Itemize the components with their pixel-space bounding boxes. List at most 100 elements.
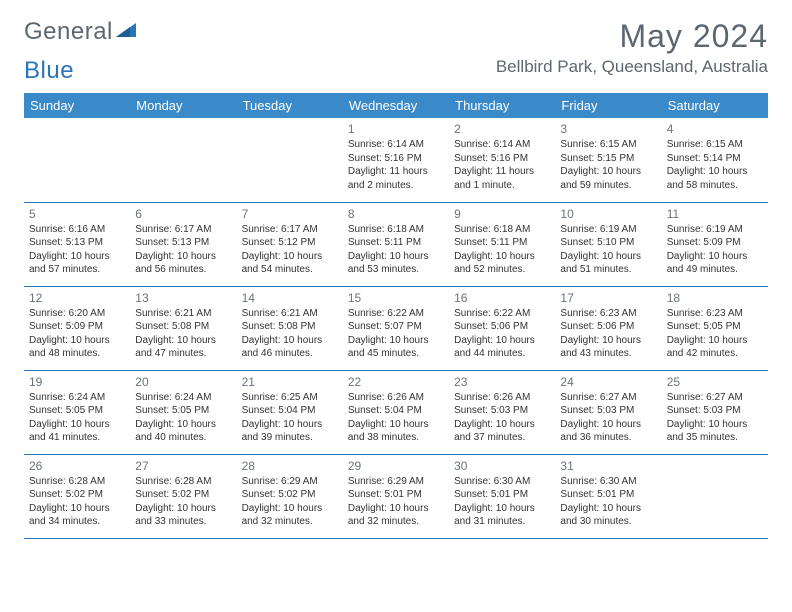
sunrise-line: Sunrise: 6:14 AM — [454, 138, 550, 152]
daylight-line: Daylight: 10 hours and 49 minutes. — [667, 250, 763, 277]
sunrise-line: Sunrise: 6:19 AM — [667, 223, 763, 237]
sunrise-line: Sunrise: 6:24 AM — [29, 391, 125, 405]
daylight-line: Daylight: 10 hours and 56 minutes. — [135, 250, 231, 277]
sunrise-line: Sunrise: 6:23 AM — [560, 307, 656, 321]
sunset-line: Sunset: 5:03 PM — [667, 404, 763, 418]
sunrise-line: Sunrise: 6:29 AM — [242, 475, 338, 489]
calendar-day-cell: 15Sunrise: 6:22 AMSunset: 5:07 PMDayligh… — [343, 286, 449, 370]
calendar-day-cell: 19Sunrise: 6:24 AMSunset: 5:05 PMDayligh… — [24, 370, 130, 454]
calendar-head: SundayMondayTuesdayWednesdayThursdayFrid… — [24, 93, 768, 118]
sunset-line: Sunset: 5:03 PM — [560, 404, 656, 418]
calendar-day-cell: 2Sunrise: 6:14 AMSunset: 5:16 PMDaylight… — [449, 118, 555, 202]
daylight-line: Daylight: 11 hours and 2 minutes. — [348, 165, 444, 192]
daylight-line: Daylight: 10 hours and 38 minutes. — [348, 418, 444, 445]
day-number: 9 — [454, 206, 550, 222]
day-number: 1 — [348, 121, 444, 137]
day-number: 13 — [135, 290, 231, 306]
calendar-day-cell: 21Sunrise: 6:25 AMSunset: 5:04 PMDayligh… — [237, 370, 343, 454]
daylight-line: Daylight: 10 hours and 41 minutes. — [29, 418, 125, 445]
day-number: 2 — [454, 121, 550, 137]
calendar-day-cell: 7Sunrise: 6:17 AMSunset: 5:12 PMDaylight… — [237, 202, 343, 286]
sunrise-line: Sunrise: 6:21 AM — [135, 307, 231, 321]
sunset-line: Sunset: 5:09 PM — [29, 320, 125, 334]
day-number: 28 — [242, 458, 338, 474]
weekday-row: SundayMondayTuesdayWednesdayThursdayFrid… — [24, 93, 768, 118]
calendar-day-cell: 17Sunrise: 6:23 AMSunset: 5:06 PMDayligh… — [555, 286, 661, 370]
sunrise-line: Sunrise: 6:26 AM — [454, 391, 550, 405]
calendar-day-cell: 3Sunrise: 6:15 AMSunset: 5:15 PMDaylight… — [555, 118, 661, 202]
sunset-line: Sunset: 5:01 PM — [560, 488, 656, 502]
day-number: 23 — [454, 374, 550, 390]
calendar-week-row: 26Sunrise: 6:28 AMSunset: 5:02 PMDayligh… — [24, 454, 768, 538]
daylight-line: Daylight: 10 hours and 31 minutes. — [454, 502, 550, 529]
brand-part2: Blue — [24, 57, 74, 85]
daylight-line: Daylight: 10 hours and 47 minutes. — [135, 334, 231, 361]
day-number: 10 — [560, 206, 656, 222]
sunset-line: Sunset: 5:09 PM — [667, 236, 763, 250]
daylight-line: Daylight: 10 hours and 52 minutes. — [454, 250, 550, 277]
sunrise-line: Sunrise: 6:22 AM — [454, 307, 550, 321]
calendar-day-cell: 24Sunrise: 6:27 AMSunset: 5:03 PMDayligh… — [555, 370, 661, 454]
daylight-line: Daylight: 10 hours and 32 minutes. — [242, 502, 338, 529]
sunrise-line: Sunrise: 6:18 AM — [348, 223, 444, 237]
sunset-line: Sunset: 5:03 PM — [454, 404, 550, 418]
sunset-line: Sunset: 5:01 PM — [348, 488, 444, 502]
calendar-day-cell — [24, 118, 130, 202]
calendar-day-cell: 26Sunrise: 6:28 AMSunset: 5:02 PMDayligh… — [24, 454, 130, 538]
sunrise-line: Sunrise: 6:15 AM — [667, 138, 763, 152]
sunset-line: Sunset: 5:08 PM — [135, 320, 231, 334]
day-number: 8 — [348, 206, 444, 222]
sunset-line: Sunset: 5:16 PM — [454, 152, 550, 166]
weekday-header: Tuesday — [237, 93, 343, 118]
daylight-line: Daylight: 10 hours and 40 minutes. — [135, 418, 231, 445]
calendar-day-cell: 22Sunrise: 6:26 AMSunset: 5:04 PMDayligh… — [343, 370, 449, 454]
calendar-week-row: 5Sunrise: 6:16 AMSunset: 5:13 PMDaylight… — [24, 202, 768, 286]
day-number: 5 — [29, 206, 125, 222]
sunrise-line: Sunrise: 6:16 AM — [29, 223, 125, 237]
day-number: 4 — [667, 121, 763, 137]
day-number: 25 — [667, 374, 763, 390]
daylight-line: Daylight: 10 hours and 34 minutes. — [29, 502, 125, 529]
sunset-line: Sunset: 5:12 PM — [242, 236, 338, 250]
sunrise-line: Sunrise: 6:28 AM — [135, 475, 231, 489]
day-number: 11 — [667, 206, 763, 222]
calendar-day-cell — [662, 454, 768, 538]
sunrise-line: Sunrise: 6:21 AM — [242, 307, 338, 321]
month-title: May 2024 — [496, 18, 768, 55]
sunset-line: Sunset: 5:05 PM — [135, 404, 231, 418]
day-number: 16 — [454, 290, 550, 306]
daylight-line: Daylight: 10 hours and 43 minutes. — [560, 334, 656, 361]
calendar-day-cell: 4Sunrise: 6:15 AMSunset: 5:14 PMDaylight… — [662, 118, 768, 202]
calendar-day-cell: 8Sunrise: 6:18 AMSunset: 5:11 PMDaylight… — [343, 202, 449, 286]
sunrise-line: Sunrise: 6:27 AM — [667, 391, 763, 405]
daylight-line: Daylight: 10 hours and 53 minutes. — [348, 250, 444, 277]
day-number: 26 — [29, 458, 125, 474]
sunrise-line: Sunrise: 6:18 AM — [454, 223, 550, 237]
weekday-header: Sunday — [24, 93, 130, 118]
calendar-day-cell — [130, 118, 236, 202]
weekday-header: Friday — [555, 93, 661, 118]
calendar-day-cell: 13Sunrise: 6:21 AMSunset: 5:08 PMDayligh… — [130, 286, 236, 370]
sunrise-line: Sunrise: 6:23 AM — [667, 307, 763, 321]
calendar-day-cell: 6Sunrise: 6:17 AMSunset: 5:13 PMDaylight… — [130, 202, 236, 286]
daylight-line: Daylight: 10 hours and 39 minutes. — [242, 418, 338, 445]
brand-triangle-icon — [116, 21, 138, 39]
sunset-line: Sunset: 5:13 PM — [135, 236, 231, 250]
day-number: 21 — [242, 374, 338, 390]
calendar-day-cell: 16Sunrise: 6:22 AMSunset: 5:06 PMDayligh… — [449, 286, 555, 370]
sunrise-line: Sunrise: 6:28 AM — [29, 475, 125, 489]
day-number: 24 — [560, 374, 656, 390]
sunrise-line: Sunrise: 6:30 AM — [454, 475, 550, 489]
day-number: 20 — [135, 374, 231, 390]
weekday-header: Thursday — [449, 93, 555, 118]
sunrise-line: Sunrise: 6:26 AM — [348, 391, 444, 405]
day-number: 22 — [348, 374, 444, 390]
daylight-line: Daylight: 10 hours and 57 minutes. — [29, 250, 125, 277]
calendar-table: SundayMondayTuesdayWednesdayThursdayFrid… — [24, 93, 768, 539]
sunset-line: Sunset: 5:02 PM — [29, 488, 125, 502]
daylight-line: Daylight: 10 hours and 59 minutes. — [560, 165, 656, 192]
calendar-body: 1Sunrise: 6:14 AMSunset: 5:16 PMDaylight… — [24, 118, 768, 538]
sunset-line: Sunset: 5:05 PM — [667, 320, 763, 334]
daylight-line: Daylight: 11 hours and 1 minute. — [454, 165, 550, 192]
calendar-day-cell: 23Sunrise: 6:26 AMSunset: 5:03 PMDayligh… — [449, 370, 555, 454]
